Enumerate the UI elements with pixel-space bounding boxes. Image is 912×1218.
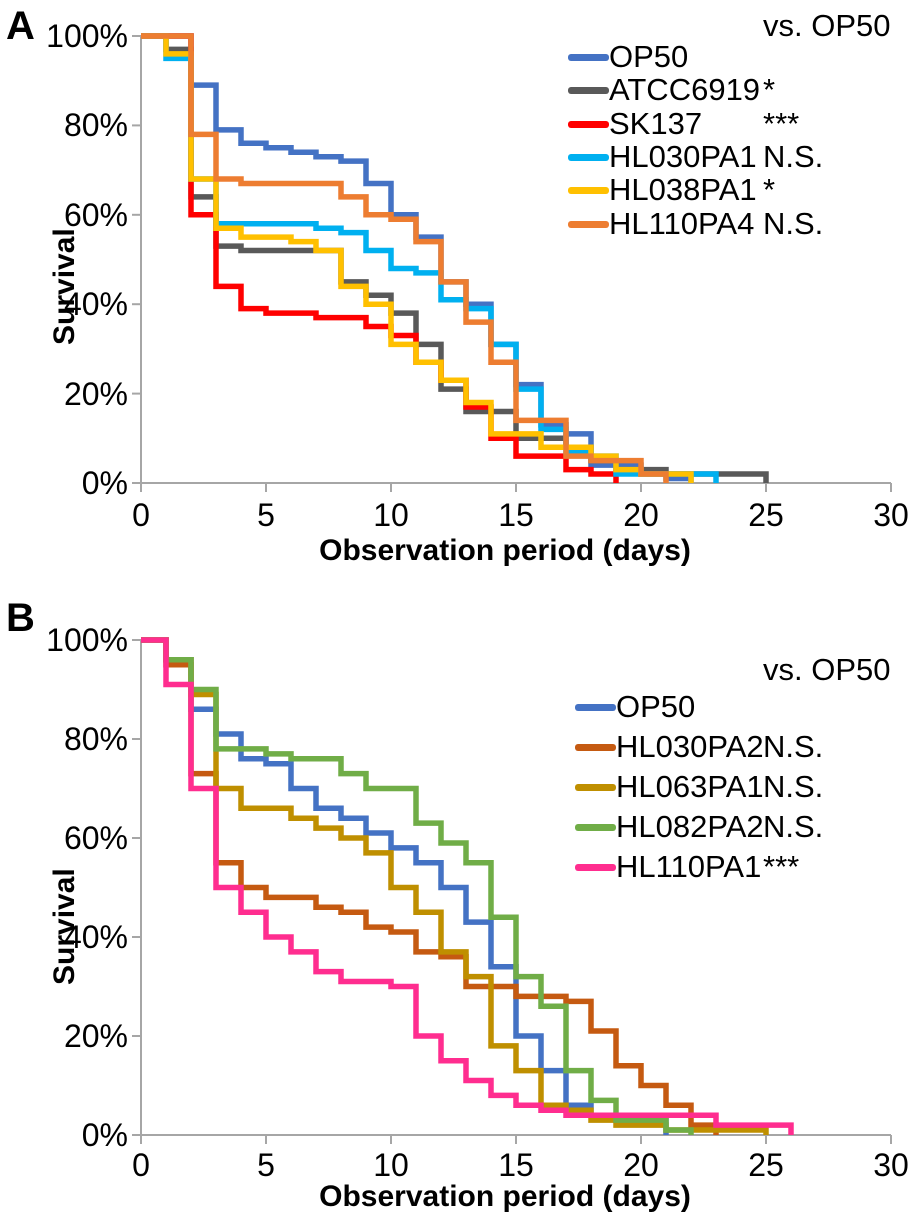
legend-item-op50: OP50 (575, 689, 695, 725)
y-tick-label: 80% (63, 107, 128, 144)
legend-swatch-sk137 (568, 120, 609, 128)
x-tick-label: 20 (623, 1147, 659, 1183)
legend-item-op50: OP50 (568, 39, 688, 75)
legend-swatch-op50 (568, 53, 609, 61)
legend-label: SK137 (609, 106, 703, 141)
legend-label: OP50 (609, 39, 689, 74)
significance-label-hl110pa1: *** (763, 849, 800, 884)
significance-label-atcc6919: * (763, 72, 776, 107)
legend-swatch-hl030pa1 (568, 153, 609, 161)
y-tick-label: 40% (63, 286, 128, 323)
legend-swatch-hl082pa2 (575, 823, 616, 831)
significance-label-hl038pa1: * (763, 172, 776, 207)
legend-item-sk137: SK137 (568, 106, 702, 142)
legend-label: HL030PA2 (616, 729, 764, 764)
significance-label-hl110pa4: N.S. (763, 206, 824, 241)
survival-curve-op50 (141, 637, 669, 1135)
legend-item-hl030pa2: HL030PA2 (575, 729, 764, 765)
x-tick-label: 0 (132, 497, 150, 533)
survival-curve-hl110pa4 (141, 33, 669, 483)
legend-label: HL063PA1 (616, 769, 764, 804)
legend-label: HL030PA1 (609, 139, 757, 174)
survival-curve-hl082pa2 (141, 637, 694, 1135)
legend-label: OP50 (616, 689, 696, 724)
x-axis-title: Observation period (days) (319, 534, 691, 567)
legend-swatch-hl110pa4 (568, 220, 609, 228)
legend-item-hl063pa1: HL063PA1 (575, 769, 764, 805)
x-tick-label: 25 (748, 1147, 784, 1183)
panel-letter-a: A (6, 4, 35, 48)
legend-label: HL110PA1 (616, 849, 762, 884)
x-tick-label: 20 (623, 497, 659, 533)
y-tick-label: 60% (63, 196, 128, 233)
x-tick-label: 15 (498, 1147, 534, 1183)
legend-swatch-hl063pa1 (575, 783, 616, 791)
legend-item-hl082pa2: HL082PA2 (575, 809, 764, 845)
legend-swatch-op50 (575, 703, 616, 711)
legend-vs-note: vs. OP50 (763, 8, 891, 43)
y-axis-title: Survival (48, 228, 81, 345)
legend-label: HL082PA2 (616, 809, 764, 844)
legend-item-hl110pa4: HL110PA4 (568, 206, 754, 242)
legend-swatch-atcc6919 (568, 86, 609, 94)
significance-label-hl082pa2: N.S. (763, 809, 824, 844)
legend-swatch-hl110pa1 (575, 863, 616, 871)
significance-label-hl063pa1: N.S. (763, 769, 824, 804)
legend-vs-note: vs. OP50 (763, 652, 891, 687)
legend-swatch-hl030pa2 (575, 743, 616, 751)
legend-label: HL110PA4 (609, 206, 755, 241)
x-tick-label: 25 (748, 497, 784, 533)
survival-curve-hl038pa1 (141, 33, 694, 483)
survival-curve-hl110pa1 (141, 637, 794, 1135)
x-tick-label: 10 (373, 497, 409, 533)
x-tick-label: 15 (498, 497, 534, 533)
legend-item-hl038pa1: HL038PA1 (568, 172, 757, 208)
panel-letter-b: B (6, 596, 35, 640)
y-tick-label: 100% (46, 622, 128, 658)
x-tick-label: 10 (373, 1147, 409, 1183)
x-tick-label: 5 (257, 1147, 275, 1183)
legend-item-hl030pa1: HL030PA1 (568, 139, 757, 175)
y-axis-title: Survival (48, 868, 81, 985)
y-tick-label: 60% (63, 820, 128, 856)
y-tick-label: 20% (63, 1018, 128, 1054)
significance-label-sk137: *** (763, 106, 800, 141)
x-tick-label: 30 (873, 497, 909, 533)
legend-swatch-hl038pa1 (568, 186, 609, 194)
x-tick-label: 30 (873, 1147, 909, 1183)
legend-label: HL038PA1 (609, 172, 757, 207)
legend-item-atcc6919: ATCC6919 (568, 72, 760, 108)
x-tick-label: 5 (257, 497, 275, 533)
legend-item-hl110pa1: HL110PA1 (575, 849, 761, 885)
y-tick-label: 0% (81, 465, 128, 501)
x-tick-label: 0 (132, 1147, 150, 1183)
legend-label: ATCC6919 (609, 72, 761, 107)
y-tick-label: 20% (63, 375, 128, 412)
significance-label-hl030pa1: N.S. (763, 139, 824, 174)
y-tick-label: 0% (81, 1117, 128, 1153)
survival-curve-hl063pa1 (141, 637, 769, 1135)
y-tick-label: 100% (46, 18, 128, 54)
y-tick-label: 40% (63, 919, 128, 955)
significance-label-hl030pa2: N.S. (763, 729, 824, 764)
y-tick-label: 80% (63, 721, 128, 757)
x-axis-title: Observation period (days) (319, 1180, 691, 1213)
survival-curve-hl030pa2 (141, 637, 719, 1135)
